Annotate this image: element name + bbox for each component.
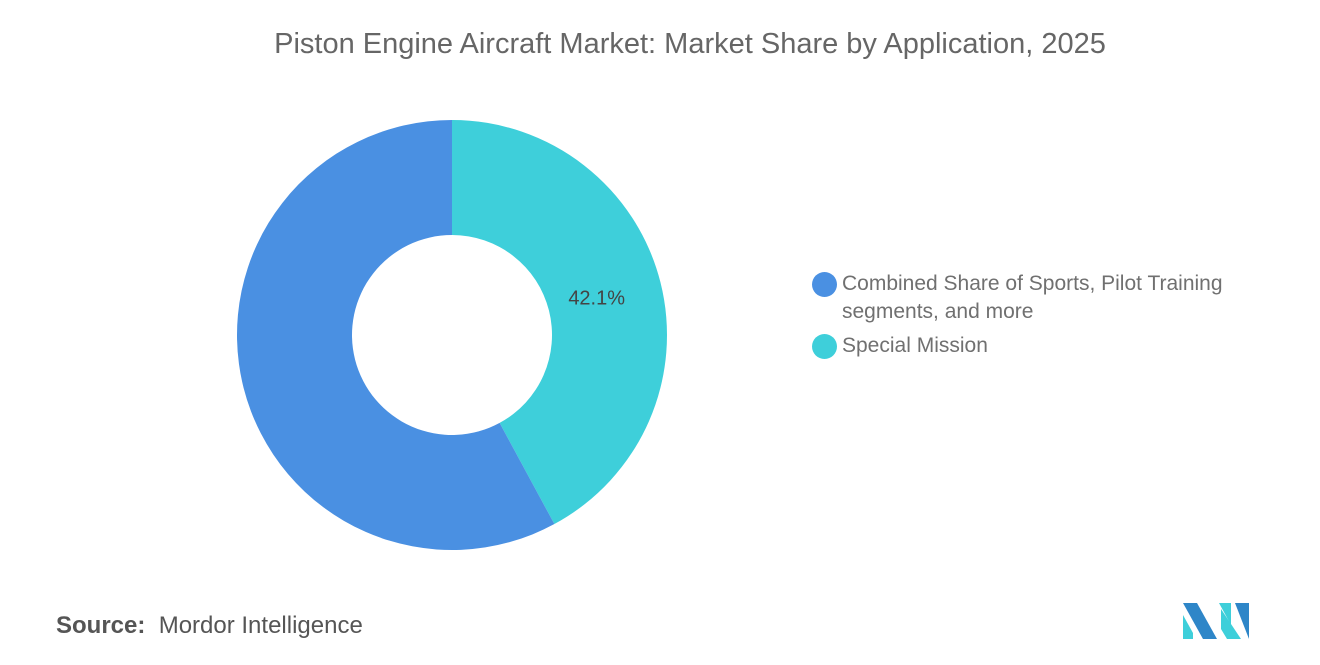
legend-label: Combined Share of Sports, Pilot Training… [842,272,1223,323]
chart-title: Piston Engine Aircraft Market: Market Sh… [274,28,1106,60]
donut-slice-combined[interactable] [236,120,555,550]
source-note: Source: Mordor Intelligence [56,612,363,640]
legend-item-special-mission[interactable]: Special Mission [812,332,1262,360]
mordor-intelligence-logo [1183,603,1249,639]
legend-swatch [812,334,837,359]
legend: Combined Share of Sports, Pilot Training… [812,270,1262,366]
data-label: 42.1% [568,287,625,309]
legend-item-combined[interactable]: Combined Share of Sports, Pilot Training… [812,270,1262,326]
source-label: Source: [56,612,146,639]
source-value: Mordor Intelligence [158,612,363,639]
donut-slice-special-mission[interactable] [452,120,667,525]
legend-swatch [812,272,837,297]
legend-label: Special Mission [842,334,988,357]
